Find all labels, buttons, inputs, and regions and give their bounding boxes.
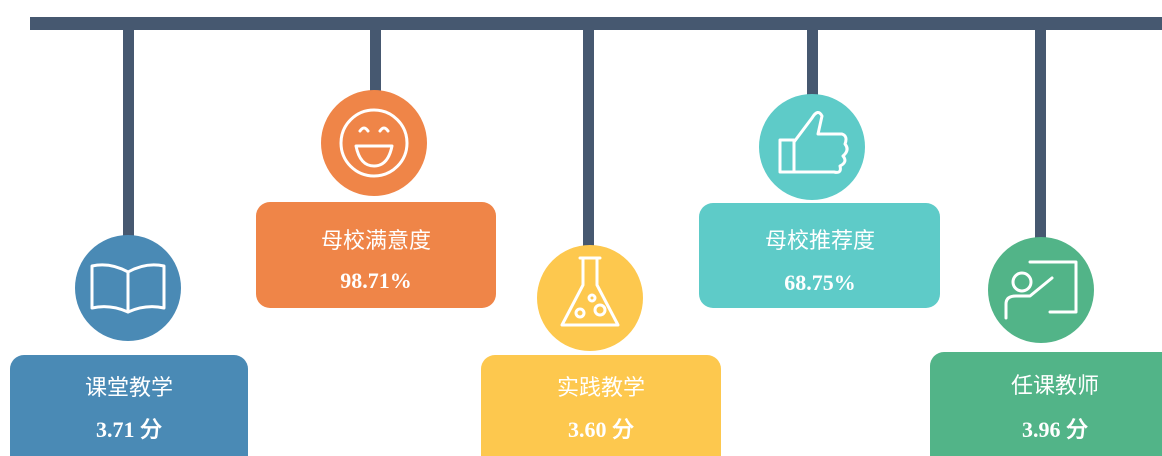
item: 母校满意度 98.71%	[256, 90, 496, 308]
stem	[1035, 25, 1046, 240]
info-box	[10, 355, 248, 456]
item-label: 母校满意度	[321, 228, 431, 253]
item-label: 任课教师	[1011, 373, 1099, 398]
stem	[583, 25, 594, 250]
item: 母校推荐度 68.75%	[699, 94, 940, 308]
icon-circle	[759, 94, 865, 200]
stem	[370, 25, 381, 95]
item: 课堂教学 3.71 分	[10, 235, 248, 456]
item-value: 3.60 分	[568, 417, 634, 442]
item-label: 课堂教学	[85, 375, 173, 400]
item-label: 实践教学	[557, 375, 645, 400]
teacher-icon	[1004, 260, 1078, 320]
item-label: 母校推荐度	[765, 228, 875, 253]
icon-circle	[321, 90, 427, 196]
stem	[123, 25, 134, 240]
info-box	[699, 203, 940, 308]
top-bar	[30, 17, 1162, 30]
flask-icon	[560, 256, 620, 327]
stem	[807, 25, 818, 100]
info-box	[481, 355, 721, 456]
item-value: 68.75%	[784, 270, 856, 295]
icon-circle	[988, 237, 1094, 343]
info-box	[256, 202, 496, 308]
thumb-icon	[778, 111, 849, 174]
info-box	[930, 352, 1162, 456]
item: 任课教师 3.96 分	[930, 237, 1162, 456]
item-value: 3.96 分	[1022, 417, 1088, 442]
item-value: 3.71 分	[96, 417, 162, 442]
item: 实践教学 3.60 分	[481, 245, 721, 456]
smile-icon	[339, 108, 409, 178]
book-icon	[90, 263, 166, 314]
stems	[123, 25, 1046, 250]
item-value: 98.71%	[340, 268, 412, 293]
